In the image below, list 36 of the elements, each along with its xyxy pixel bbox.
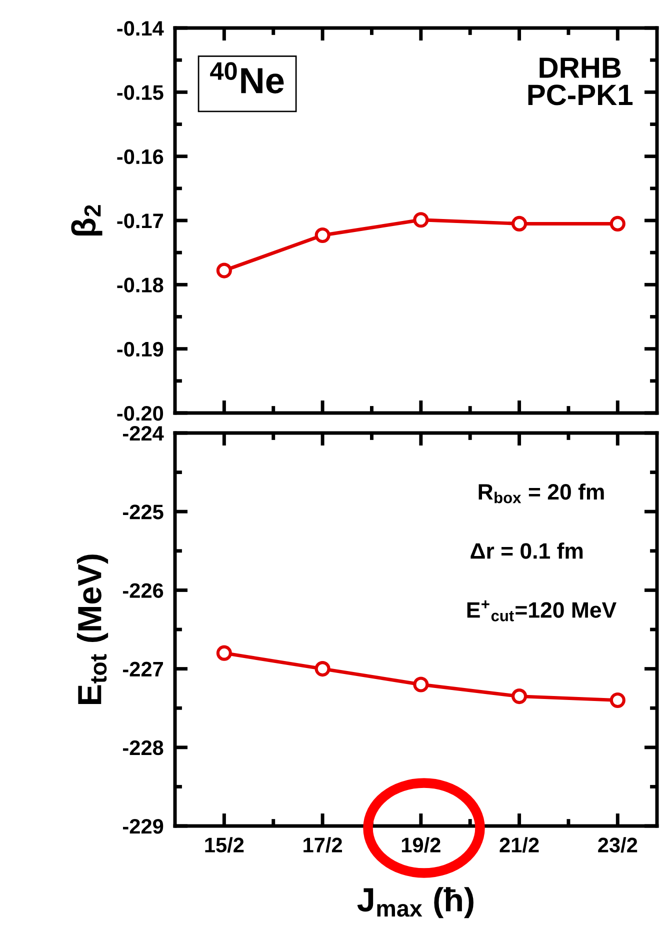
x-tick-label: 21/2	[500, 837, 539, 853]
y-tick-label: -227	[123, 662, 163, 676]
point	[314, 661, 330, 677]
point	[512, 216, 528, 232]
point	[610, 692, 626, 708]
y-tick-label: -0.14	[117, 21, 164, 36]
x-tick-label: 15/2	[205, 837, 244, 853]
point	[216, 262, 232, 278]
point	[216, 645, 232, 661]
point	[413, 212, 429, 228]
point	[413, 676, 429, 692]
y-axis-title: E$_{tot}$ (MeV)	[76, 554, 108, 704]
y-tick-label: -0.15	[117, 85, 164, 100]
point	[512, 688, 528, 704]
y-tick-label: -224	[123, 426, 164, 441]
y-tick-label: -226	[123, 583, 164, 598]
x-axis-title: J$_{max}$ (ħ)	[357, 887, 474, 918]
y-tick-label: -0.20	[117, 406, 164, 421]
annotation: DRHB PC-PK1	[528, 58, 633, 106]
x-tick-label: 17/2	[304, 837, 342, 853]
y-tick-label: -0.19	[117, 342, 164, 357]
y-tick-label: -0.17	[117, 214, 163, 228]
x-tick-label: 23/2	[598, 837, 638, 853]
y-tick-label: -229	[123, 819, 164, 834]
y-tick-label: -225	[123, 504, 164, 520]
annotation: R$_{box}$ = 20 fm	[478, 483, 604, 504]
annotation: E$^{+}$$_{cut}$=120 MeV	[467, 600, 616, 622]
x-tick-label: 19/2	[402, 837, 440, 853]
y-tick-label: -228	[123, 740, 164, 756]
annotation: Δr = 0.1 fm	[470, 542, 583, 559]
annotation: $^{40}$Ne	[210, 62, 284, 94]
point	[314, 227, 330, 244]
y-axis-title: β$_{2}$	[71, 205, 102, 236]
y-tick-label: -0.16	[117, 149, 164, 164]
y-tick-label: -0.18	[117, 278, 164, 292]
point	[610, 216, 626, 232]
